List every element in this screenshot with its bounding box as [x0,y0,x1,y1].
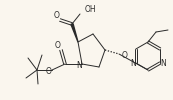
Text: N: N [160,60,166,68]
Text: O: O [54,12,60,20]
Text: N: N [76,62,82,70]
Text: O: O [122,52,128,60]
Text: N: N [130,60,136,68]
Text: O: O [55,40,61,50]
Polygon shape [71,24,78,42]
Text: O: O [46,68,52,76]
Text: OH: OH [85,6,97,14]
